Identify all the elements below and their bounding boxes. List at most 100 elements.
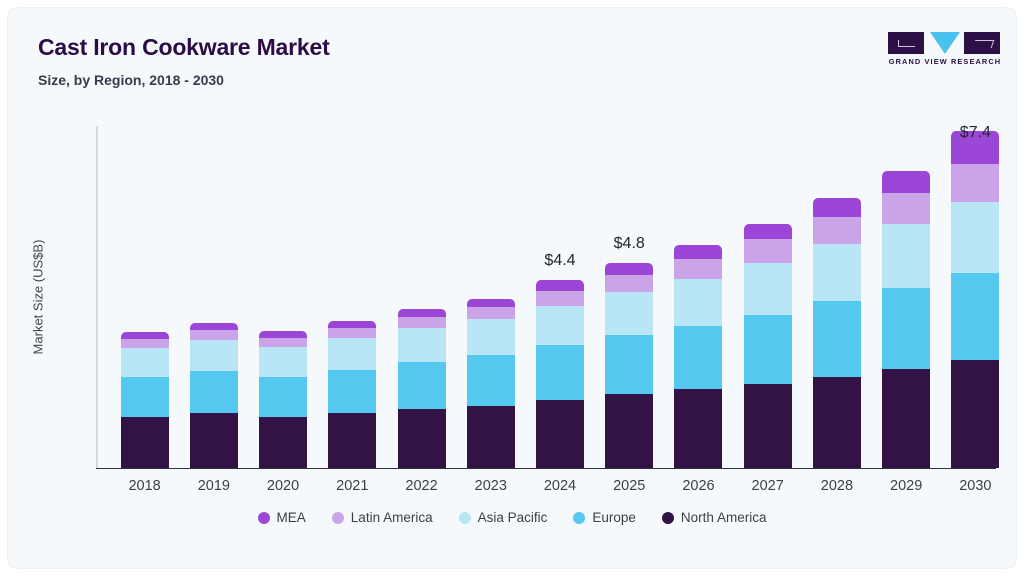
bar-segment[interactable] xyxy=(189,323,238,331)
bar-column[interactable] xyxy=(259,330,308,468)
bar-segment[interactable] xyxy=(812,301,861,377)
bar-column[interactable] xyxy=(812,198,861,468)
bar-segment[interactable] xyxy=(259,346,308,377)
bar-segment[interactable] xyxy=(951,131,1000,164)
chart-plot-area: Market Size (US$B) 02468 $4.4$4.8$7.4 20… xyxy=(31,124,1000,494)
bar-segment[interactable] xyxy=(466,318,515,356)
logo-left-rect-icon xyxy=(888,32,924,54)
bar-segment[interactable] xyxy=(951,201,1000,273)
bar-segment[interactable] xyxy=(189,330,238,340)
bar-segment[interactable] xyxy=(466,405,515,468)
legend-item[interactable]: Asia Pacific xyxy=(458,510,547,525)
chart-card: Cast Iron Cookware Market Size, by Regio… xyxy=(8,8,1016,568)
y-axis-line xyxy=(96,126,98,468)
x-axis-tick-label: 2018 xyxy=(128,478,161,494)
bar-segment[interactable] xyxy=(328,338,377,370)
bar-segment[interactable] xyxy=(674,389,723,468)
bar-column[interactable] xyxy=(743,223,792,468)
x-axis-tick-label: 2021 xyxy=(336,478,369,494)
bar-segment[interactable] xyxy=(397,317,446,328)
bar-segment[interactable] xyxy=(328,320,377,329)
bar-segment[interactable] xyxy=(397,309,446,318)
x-axis-baseline xyxy=(96,467,996,469)
logo-right-arrow-icon xyxy=(972,40,995,48)
bar-column[interactable] xyxy=(674,244,723,468)
legend-item[interactable]: Latin America xyxy=(331,510,433,525)
bar-column[interactable] xyxy=(466,298,515,468)
bar-segment[interactable] xyxy=(812,216,861,244)
bar-segment[interactable] xyxy=(882,171,931,193)
bar-segment[interactable] xyxy=(466,355,515,406)
bar-column[interactable] xyxy=(120,332,169,468)
bar-segment[interactable] xyxy=(328,328,377,339)
bar-column[interactable]: $4.8 xyxy=(605,235,654,468)
bar-segment[interactable] xyxy=(882,369,931,468)
x-axis-tick-label: 2028 xyxy=(820,478,854,494)
bar-segment[interactable] xyxy=(951,163,1000,202)
bar-segment[interactable] xyxy=(812,244,861,302)
bar-segment[interactable] xyxy=(605,335,654,395)
bar-segment[interactable] xyxy=(120,416,169,468)
bar-segment[interactable] xyxy=(605,291,654,336)
bar-column[interactable] xyxy=(397,309,446,468)
legend-label: Europe xyxy=(592,510,636,525)
legend-swatch-icon xyxy=(458,511,471,524)
bar-segment[interactable] xyxy=(466,307,515,319)
x-axis-tick-label: 2026 xyxy=(682,478,715,494)
legend-item[interactable]: MEA xyxy=(257,510,306,525)
bar-segment[interactable] xyxy=(536,305,584,346)
bar-segment[interactable] xyxy=(259,376,308,417)
bar-segment[interactable] xyxy=(466,298,515,308)
bar-segment[interactable] xyxy=(189,413,238,468)
bar-segment[interactable] xyxy=(120,332,169,339)
bar-segment[interactable] xyxy=(189,339,238,371)
bar-segment[interactable] xyxy=(951,272,1000,360)
bar-segment[interactable] xyxy=(882,223,931,289)
bar-segment[interactable] xyxy=(536,400,584,468)
bar-segment[interactable] xyxy=(743,314,792,384)
x-axis-tick-label: 2020 xyxy=(266,478,300,494)
bar-segment[interactable] xyxy=(674,325,723,390)
bar-segment[interactable] xyxy=(536,279,584,292)
bar-segment[interactable] xyxy=(397,409,446,468)
bar-column[interactable] xyxy=(328,320,377,468)
bar-segment[interactable] xyxy=(743,223,792,240)
bar-segment[interactable] xyxy=(743,262,792,315)
bar-segment[interactable] xyxy=(882,192,931,224)
bar-segment[interactable] xyxy=(259,330,308,338)
chart-legend: MEA Latin America Asia Pacific Europe North … xyxy=(8,510,1016,525)
bar-column[interactable]: $4.4 xyxy=(536,252,584,468)
bar-segment[interactable] xyxy=(674,278,723,326)
bar-column[interactable] xyxy=(882,171,931,468)
bar-segment[interactable] xyxy=(120,338,169,348)
bar-segment[interactable] xyxy=(674,259,723,279)
bar-segment[interactable] xyxy=(328,369,377,414)
bar-segment[interactable] xyxy=(536,345,584,401)
bar-segment[interactable] xyxy=(812,376,861,468)
bar-segment[interactable] xyxy=(189,370,238,414)
legend-item[interactable]: Europe xyxy=(573,510,636,525)
bar-segment[interactable] xyxy=(812,198,861,217)
bar-segment[interactable] xyxy=(882,288,931,370)
bar-segment[interactable] xyxy=(328,413,377,468)
bar-segment[interactable] xyxy=(743,239,792,263)
bar-segment[interactable] xyxy=(605,274,654,292)
bar-segment[interactable] xyxy=(397,362,446,410)
bar-segment[interactable] xyxy=(951,359,1000,468)
bar-segment[interactable] xyxy=(259,416,308,468)
bar-segment[interactable] xyxy=(536,291,584,306)
bar-segment[interactable] xyxy=(605,262,654,275)
bar-segment[interactable] xyxy=(120,376,169,417)
legend-label: North America xyxy=(680,510,767,525)
bar-segment[interactable] xyxy=(259,337,308,347)
bar-value-label: $4.8 xyxy=(613,234,645,252)
bar-column[interactable]: $7.4 xyxy=(951,124,1000,468)
bar-segment[interactable] xyxy=(743,383,792,468)
bar-segment[interactable] xyxy=(605,394,654,468)
bar-segment[interactable] xyxy=(674,244,723,260)
bar-segment[interactable] xyxy=(120,347,169,377)
logo-left-arrow-icon xyxy=(898,40,915,47)
legend-item[interactable]: North America xyxy=(661,510,767,525)
bar-segment[interactable] xyxy=(397,327,446,362)
bar-column[interactable] xyxy=(189,323,238,468)
